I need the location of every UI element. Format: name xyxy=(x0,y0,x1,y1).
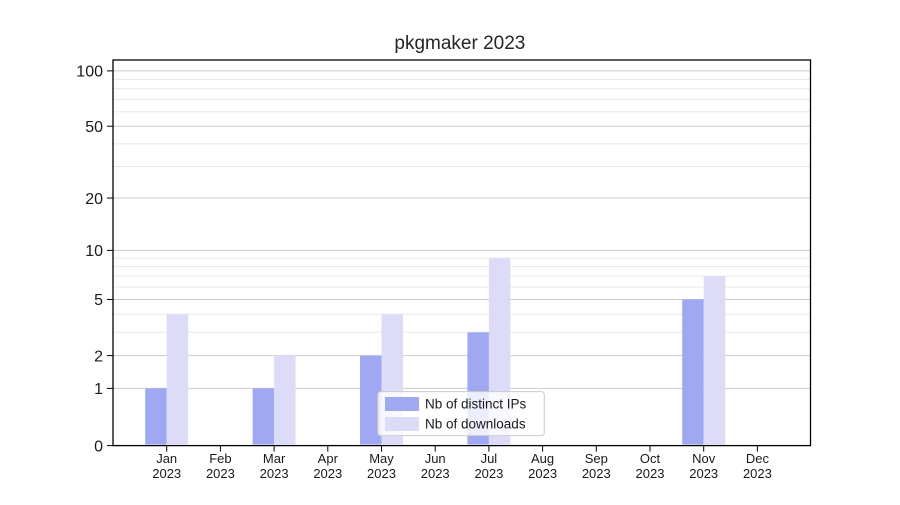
svg-text:Apr: Apr xyxy=(318,451,339,466)
svg-text:Mar: Mar xyxy=(263,451,286,466)
svg-text:Aug: Aug xyxy=(531,451,554,466)
svg-text:2023: 2023 xyxy=(206,466,235,481)
svg-text:2023: 2023 xyxy=(152,466,181,481)
svg-text:Jun: Jun xyxy=(425,451,446,466)
svg-text:pkgmaker 2023: pkgmaker 2023 xyxy=(394,33,525,54)
svg-text:2023: 2023 xyxy=(743,466,772,481)
svg-text:Jan: Jan xyxy=(156,451,177,466)
svg-text:2023: 2023 xyxy=(421,466,450,481)
svg-text:2023: 2023 xyxy=(367,466,396,481)
svg-text:20: 20 xyxy=(85,191,103,208)
svg-text:10: 10 xyxy=(85,243,103,260)
svg-text:2023: 2023 xyxy=(636,466,665,481)
svg-text:2023: 2023 xyxy=(474,466,503,481)
svg-text:2023: 2023 xyxy=(313,466,342,481)
svg-text:Nov: Nov xyxy=(692,451,716,466)
svg-text:2: 2 xyxy=(94,348,103,365)
svg-text:1: 1 xyxy=(94,381,103,398)
svg-text:2023: 2023 xyxy=(528,466,557,481)
svg-text:Dec: Dec xyxy=(746,451,770,466)
svg-text:2023: 2023 xyxy=(260,466,289,481)
svg-text:50: 50 xyxy=(85,119,103,136)
svg-text:Feb: Feb xyxy=(209,451,231,466)
svg-text:100: 100 xyxy=(76,64,103,81)
svg-text:2023: 2023 xyxy=(689,466,718,481)
svg-text:May: May xyxy=(369,451,394,466)
svg-text:2023: 2023 xyxy=(582,466,611,481)
svg-text:Nb of downloads: Nb of downloads xyxy=(425,417,526,432)
svg-text:Sep: Sep xyxy=(585,451,608,466)
svg-text:5: 5 xyxy=(94,292,103,309)
svg-text:Jul: Jul xyxy=(481,451,498,466)
svg-text:Oct: Oct xyxy=(640,451,661,466)
svg-text:Nb of distinct IPs: Nb of distinct IPs xyxy=(425,397,527,412)
svg-text:0: 0 xyxy=(94,438,103,455)
